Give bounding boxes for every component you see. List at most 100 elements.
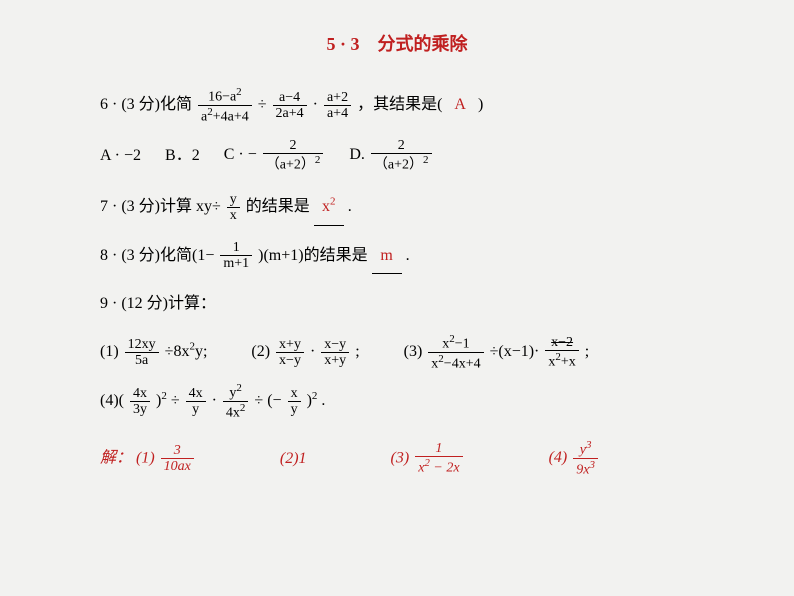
q9-p2-label: (2) xyxy=(251,343,270,360)
q6-suffix: ，其结果是( xyxy=(357,96,442,113)
q6-answer: A xyxy=(454,96,466,113)
q9-p4-f2-num: 4x xyxy=(186,386,206,402)
q9-p4-mid4: ÷ (− xyxy=(254,392,281,409)
q6-div: ÷ xyxy=(258,96,267,113)
q9-p2-end: ; xyxy=(355,343,359,360)
question-6: 6 · (3 分)化简 16−a2 a2+4a+4 ÷ a−4 2a+4 · a… xyxy=(100,86,694,125)
q7-answer-blank: x2 xyxy=(314,189,344,225)
q9-p3-frac2: x−2 x2+x xyxy=(545,335,578,370)
q9-p4-f1: 4x 3y xyxy=(130,386,150,418)
q9-p4-f3-den: 4x xyxy=(226,406,240,421)
q8-prefix: 8 · (3 分)化简(1− xyxy=(100,247,214,264)
solution-row: 解： (1) 3 10ax (2)1 (3) 1 x2 − 2x (4) y3 … xyxy=(100,439,694,478)
question-7: 7 · (3 分)计算 xy÷ y x 的结果是 x2 . xyxy=(100,189,694,225)
q6-frac1: 16−a2 a2+4a+4 xyxy=(198,86,252,125)
q9-p3-f2-den-b: +x xyxy=(561,355,576,370)
q9-p4-label: (4)( xyxy=(100,392,124,409)
q6-frac2-den: 2a+4 xyxy=(273,106,307,121)
q9-p3-f2-num: x−2 xyxy=(545,335,578,351)
sol2-val: 1 xyxy=(299,450,307,467)
q9-p4-mid3: · xyxy=(212,392,217,409)
q9-p4-f4-num: x xyxy=(288,386,301,402)
q8-suffix: )(m+1)的结果是 xyxy=(258,247,367,264)
q9-p1-rest2: y; xyxy=(195,343,207,360)
q6-opt-c-num: 2 xyxy=(263,138,324,154)
q7-answer: x2 xyxy=(322,198,336,215)
q6-suffix2: ) xyxy=(478,96,483,113)
q6-frac1-num-sup: 2 xyxy=(236,86,242,98)
q7-suffix: 的结果是 xyxy=(246,198,310,215)
q7-period: . xyxy=(348,198,352,215)
q8-period: . xyxy=(406,247,410,264)
q9-p2-dot: · xyxy=(310,343,315,360)
sol1-frac: 3 10ax xyxy=(161,443,194,475)
q6-opt-d-den-sup: 2 xyxy=(423,154,429,166)
q9-p1-num: 12xy xyxy=(125,337,159,353)
q9-p3: (3) x2−1 x2−4x+4 ÷(x−1)· x−2 x2+x ; xyxy=(404,333,590,372)
q9-p4-f4-den: y xyxy=(288,402,301,417)
q7-ans-base: x xyxy=(322,198,330,215)
q9-p4-f3: y2 4x2 xyxy=(223,382,249,421)
q9-p2-frac1: x+y x−y xyxy=(276,337,304,369)
q9-p2-frac2: x−y x+y xyxy=(321,337,349,369)
sol3-frac: 1 x2 − 2x xyxy=(415,441,462,476)
q9-p1: (1) 12xy 5a ÷8x2y; xyxy=(100,333,207,371)
q9-p4-end: . xyxy=(321,392,325,409)
q9-p2-f1-den: x−y xyxy=(276,353,304,368)
q6-option-b: B．2 xyxy=(165,138,200,173)
q9-p2: (2) x+y x−y · x−y x+y ; xyxy=(251,333,359,371)
q9-p4-mid1-sup: 2 xyxy=(161,390,167,402)
q6-opt-d-den: （a+2） xyxy=(374,158,423,173)
q9-p4-f4: x y xyxy=(288,386,301,418)
solution-label: 解： xyxy=(100,449,132,466)
q9-p1-rest: ÷8x xyxy=(165,343,190,360)
q6-frac1-den-b: +4a+4 xyxy=(213,110,249,125)
q9-p2-f2-den: x+y xyxy=(321,353,349,368)
q8-frac-den: m+1 xyxy=(220,256,252,271)
q9-p2-f2-num: x−y xyxy=(321,337,349,353)
q8-answer-blank: m xyxy=(372,238,402,274)
q9-p4-f1-den: 3y xyxy=(130,402,150,417)
sol4-den-a: 9x xyxy=(576,463,589,478)
q7-frac-den: x xyxy=(227,208,240,223)
sol4-den-sup: 3 xyxy=(589,459,595,471)
q6-frac3-den: a+4 xyxy=(324,106,351,121)
solution-4: (4) y3 9x3 xyxy=(549,439,600,478)
sol1-label: (1) xyxy=(136,449,155,466)
q6-opt-c-den: （a+2） xyxy=(266,158,315,173)
sol3-den-b: − 2x xyxy=(430,461,460,476)
q9-row2: (4)( 4x 3y )2 ÷ 4x y · y2 4x2 ÷ (− x y )… xyxy=(100,382,694,421)
q9-p3-label: (3) xyxy=(404,343,423,360)
q9-p1-frac: 12xy 5a xyxy=(125,337,159,369)
q9-p4-f3-den-sup: 2 xyxy=(240,402,246,414)
q9-p1-label: (1) xyxy=(100,343,119,360)
q9-p3-f1-num-b: −1 xyxy=(455,337,470,352)
q6-frac2: a−4 2a+4 xyxy=(273,90,307,122)
q6-prefix: 6 · (3 分)化简 xyxy=(100,96,192,113)
sol3-num: 1 xyxy=(415,441,462,457)
q9-p4-mid5-sup: 2 xyxy=(312,390,318,402)
q7-frac-num: y xyxy=(227,192,240,208)
q6-opt-d-prefix: D. xyxy=(349,146,365,163)
solution-3: (3) 1 x2 − 2x xyxy=(391,441,465,476)
q6-dot: · xyxy=(313,96,318,113)
q6-option-a: A · −2 xyxy=(100,138,141,173)
sol4-frac: y3 9x3 xyxy=(573,439,598,478)
question-9-header: 9 · (12 分)计算： xyxy=(100,286,694,321)
q8-frac: 1 m+1 xyxy=(220,240,252,272)
q6-opt-c-den-sup: 2 xyxy=(315,154,321,166)
sol2-label: (2) xyxy=(280,450,299,467)
solution-2: (2)1 xyxy=(280,450,307,468)
sol3-label: (3) xyxy=(391,449,410,466)
q6-option-c: C · − 2 （a+2）2 xyxy=(224,137,326,173)
q6-frac3: a+2 a+4 xyxy=(324,90,351,122)
q6-opt-d-frac: 2 （a+2）2 xyxy=(371,138,432,173)
sol4-num-sup: 3 xyxy=(586,439,592,451)
q8-answer: m xyxy=(380,247,392,264)
q7-frac: y x xyxy=(227,192,240,224)
q6-frac2-num: a−4 xyxy=(273,90,307,106)
q9-p3-frac1: x2−1 x2−4x+4 xyxy=(428,333,483,372)
q6-option-d: D. 2 （a+2）2 xyxy=(349,137,433,173)
section-name: 分式的乘除 xyxy=(378,34,468,54)
q9-p1-den: 5a xyxy=(125,353,159,368)
